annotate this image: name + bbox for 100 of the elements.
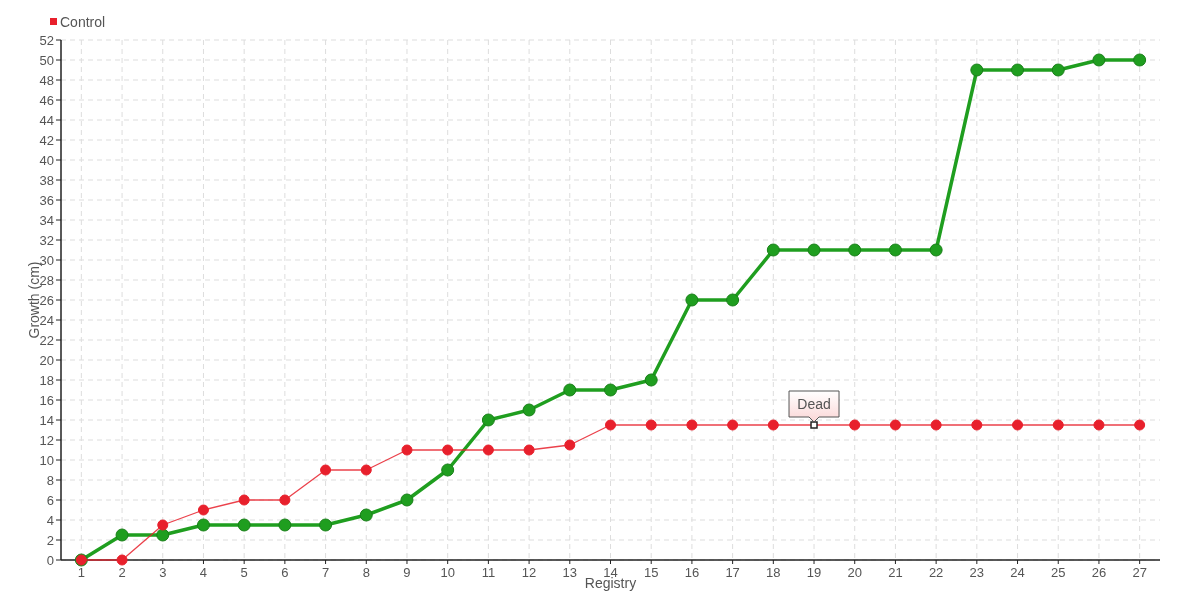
x-tick-label: 20 — [847, 565, 862, 580]
point — [1133, 53, 1147, 67]
y-tick-label: 12 — [39, 432, 54, 448]
point — [156, 528, 170, 542]
x-tick-label: 5 — [240, 565, 248, 580]
y-tick-label: 38 — [39, 172, 54, 188]
point — [644, 373, 658, 387]
x-tick-label: 27 — [1132, 565, 1147, 580]
y-tick-label: 44 — [39, 112, 54, 128]
y-tick-label: 4 — [46, 512, 54, 528]
point — [930, 419, 942, 431]
y-tick-label: 34 — [39, 212, 54, 228]
x-tick-label: 19 — [806, 565, 822, 580]
y-tick-label: 26 — [39, 292, 54, 308]
point — [807, 243, 821, 257]
x-tick-label: 22 — [928, 565, 944, 580]
point — [848, 243, 862, 257]
point — [1092, 53, 1106, 67]
point — [1012, 419, 1024, 431]
point — [115, 528, 129, 542]
y-tick-label: 36 — [39, 192, 54, 208]
x-tick-label: 1 — [77, 565, 85, 580]
y-tick-label: 46 — [39, 92, 54, 108]
point — [685, 293, 699, 307]
point — [889, 419, 901, 431]
point — [401, 444, 413, 456]
x-tick-label: 2 — [118, 565, 126, 580]
point — [970, 63, 984, 77]
point — [766, 243, 780, 257]
x-tick-label: 6 — [281, 565, 289, 580]
point — [482, 444, 494, 456]
point — [442, 444, 454, 456]
x-tick-label: 4 — [199, 565, 208, 580]
point — [279, 494, 291, 506]
y-tick-label: 40 — [39, 152, 54, 168]
x-tick-label: 17 — [725, 565, 740, 580]
x-tick-label: 16 — [684, 565, 700, 580]
point — [360, 464, 372, 476]
point — [726, 293, 740, 307]
point — [400, 493, 414, 507]
y-tick-label: 20 — [39, 352, 54, 368]
x-tick-label: 8 — [362, 565, 370, 580]
point — [481, 413, 495, 427]
point — [849, 419, 861, 431]
y-tick-label: 0 — [46, 552, 54, 568]
point — [319, 518, 333, 532]
x-tick-label: 24 — [1010, 565, 1025, 580]
y-tick-label: 10 — [39, 452, 54, 468]
point — [278, 518, 292, 532]
x-tick-label: 15 — [643, 565, 659, 580]
point — [1052, 419, 1064, 431]
x-tick-label: 7 — [321, 565, 330, 580]
point — [767, 419, 779, 431]
x-tick-label: 9 — [403, 565, 411, 580]
x-tick-label: 13 — [562, 565, 578, 580]
y-tick-label: 24 — [39, 312, 54, 328]
point — [116, 554, 128, 566]
point — [1011, 63, 1025, 77]
y-tick-label: 6 — [46, 492, 54, 508]
x-tick-label: 3 — [159, 565, 167, 580]
y-tick-label: 8 — [46, 472, 54, 488]
point — [929, 243, 943, 257]
point — [359, 508, 373, 522]
legend-label: Control — [60, 13, 106, 30]
x-tick-label: 25 — [1051, 565, 1066, 580]
point — [1093, 419, 1105, 431]
y-tick-label: 42 — [39, 132, 54, 148]
point — [523, 444, 535, 456]
x-tick-label: 10 — [440, 565, 455, 580]
point — [971, 419, 983, 431]
y-tick-label: 16 — [39, 392, 54, 408]
point — [686, 419, 698, 431]
y-tick-label: 22 — [39, 332, 54, 348]
x-tick-label: 18 — [766, 565, 781, 580]
point — [888, 243, 902, 257]
point — [157, 519, 169, 531]
point — [605, 419, 616, 431]
y-tick-label: 48 — [39, 72, 54, 88]
x-tick-label: 26 — [1091, 565, 1107, 580]
point — [1134, 419, 1146, 431]
x-tick-label: 23 — [969, 565, 985, 580]
point — [522, 403, 536, 417]
point — [238, 494, 250, 506]
point — [1051, 63, 1065, 77]
x-tick-label: 12 — [521, 565, 537, 580]
point — [197, 504, 209, 516]
point — [645, 419, 657, 431]
x-tick-label: 21 — [888, 565, 903, 580]
point — [320, 464, 332, 476]
point — [604, 383, 617, 397]
y-tick-label: 14 — [39, 412, 54, 428]
point — [564, 439, 576, 451]
point — [563, 383, 577, 397]
y-tick-label: 18 — [39, 372, 54, 388]
y-tick-label: 32 — [39, 232, 54, 248]
point — [196, 518, 210, 532]
y-tick-label: 2 — [46, 532, 54, 548]
y-tick-label: 52 — [39, 32, 54, 48]
annotation: Dead — [797, 395, 831, 412]
y-tick-label: 50 — [39, 52, 54, 68]
